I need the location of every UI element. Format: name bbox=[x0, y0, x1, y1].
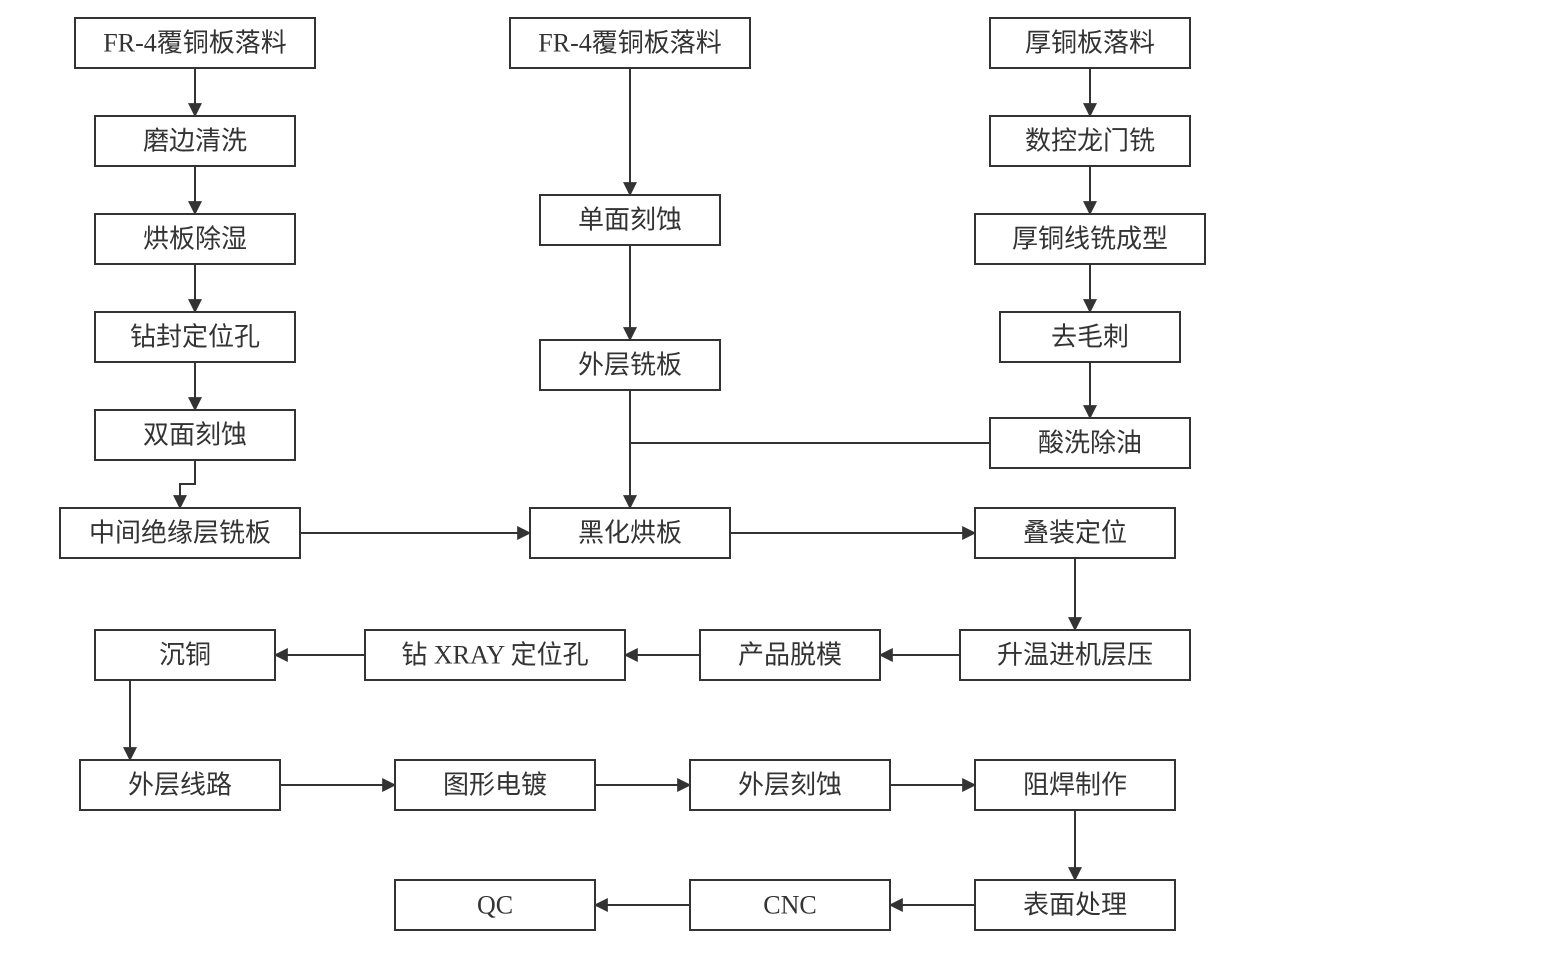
flow-node-label: FR-4覆铜板落料 bbox=[538, 29, 721, 58]
flow-node-label: 钻封定位孔 bbox=[130, 323, 260, 352]
flow-node-label: 图形电镀 bbox=[443, 771, 547, 800]
flow-node-label: 外层铣板 bbox=[578, 351, 682, 380]
flow-node: 去毛刺 bbox=[1000, 312, 1180, 362]
flow-node: FR-4覆铜板落料 bbox=[75, 18, 315, 68]
flow-node: 厚铜板落料 bbox=[990, 18, 1190, 68]
flow-node-label: 单面刻蚀 bbox=[578, 206, 682, 235]
flow-node-label: 表面处理 bbox=[1023, 891, 1127, 920]
flow-node-label: 沉铜 bbox=[159, 641, 211, 670]
flow-node-label: 酸洗除油 bbox=[1038, 429, 1142, 458]
flow-node: 图形电镀 bbox=[395, 760, 595, 810]
flow-node-label: 钻 XRAY 定位孔 bbox=[401, 641, 588, 670]
flow-node: 叠装定位 bbox=[975, 508, 1175, 558]
flow-node: 外层铣板 bbox=[540, 340, 720, 390]
flow-node: 中间绝缘层铣板 bbox=[60, 508, 300, 558]
flow-node-label: 外层线路 bbox=[128, 771, 232, 800]
flow-node: 表面处理 bbox=[975, 880, 1175, 930]
flow-node-label: 去毛刺 bbox=[1051, 323, 1129, 352]
flow-node-label: 外层刻蚀 bbox=[738, 771, 842, 800]
flow-node: CNC bbox=[690, 880, 890, 930]
flow-node: 钻 XRAY 定位孔 bbox=[365, 630, 625, 680]
flow-node: 升温进机层压 bbox=[960, 630, 1190, 680]
flow-node-label: 烘板除湿 bbox=[143, 225, 247, 254]
flow-node-label: 双面刻蚀 bbox=[143, 421, 247, 450]
flow-node: 单面刻蚀 bbox=[540, 195, 720, 245]
flow-node-label: FR-4覆铜板落料 bbox=[103, 29, 286, 58]
flow-node-label: 黑化烘板 bbox=[578, 519, 682, 548]
flow-node: 双面刻蚀 bbox=[95, 410, 295, 460]
flow-node-label: CNC bbox=[763, 891, 816, 920]
flow-node-label: 厚铜板落料 bbox=[1025, 29, 1155, 58]
flow-node: FR-4覆铜板落料 bbox=[510, 18, 750, 68]
flowchart-canvas: FR-4覆铜板落料磨边清洗烘板除湿钻封定位孔双面刻蚀中间绝缘层铣板FR-4覆铜板… bbox=[0, 0, 1551, 979]
flow-node: 产品脱模 bbox=[700, 630, 880, 680]
flow-node-label: QC bbox=[477, 891, 513, 920]
flow-node: QC bbox=[395, 880, 595, 930]
flow-node: 阻焊制作 bbox=[975, 760, 1175, 810]
flow-node: 钻封定位孔 bbox=[95, 312, 295, 362]
flow-node: 数控龙门铣 bbox=[990, 116, 1190, 166]
flow-node-label: 升温进机层压 bbox=[997, 641, 1153, 670]
flow-node: 黑化烘板 bbox=[530, 508, 730, 558]
flow-node: 酸洗除油 bbox=[990, 418, 1190, 468]
flow-node: 烘板除湿 bbox=[95, 214, 295, 264]
flow-node: 外层线路 bbox=[80, 760, 280, 810]
flow-node: 厚铜线铣成型 bbox=[975, 214, 1205, 264]
flow-node-label: 产品脱模 bbox=[738, 641, 842, 670]
flow-node-label: 磨边清洗 bbox=[143, 127, 247, 156]
flow-node-label: 中间绝缘层铣板 bbox=[89, 519, 271, 548]
flow-node-label: 厚铜线铣成型 bbox=[1012, 225, 1168, 254]
flow-node: 磨边清洗 bbox=[95, 116, 295, 166]
flow-node-label: 数控龙门铣 bbox=[1025, 127, 1155, 156]
flow-node: 沉铜 bbox=[95, 630, 275, 680]
flow-node-label: 阻焊制作 bbox=[1023, 771, 1127, 800]
flow-node: 外层刻蚀 bbox=[690, 760, 890, 810]
flow-node-label: 叠装定位 bbox=[1023, 519, 1127, 548]
